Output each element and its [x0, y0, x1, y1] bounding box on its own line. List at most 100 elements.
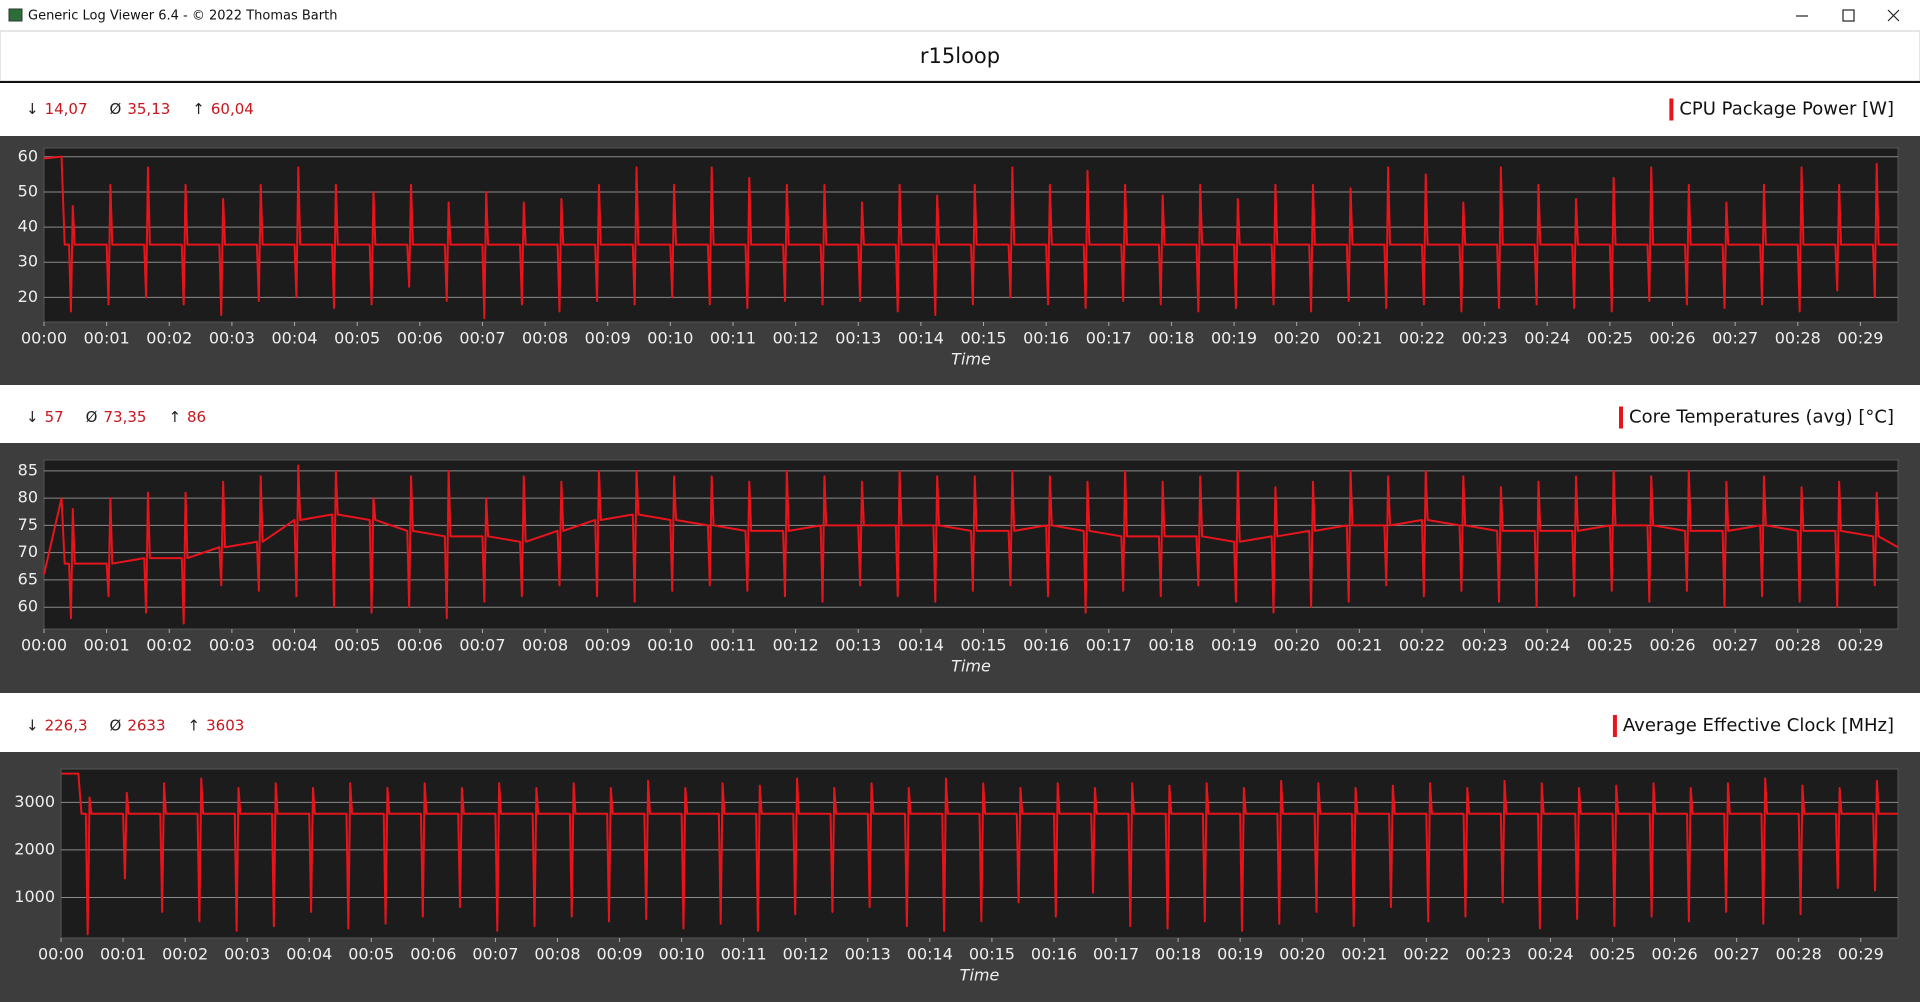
legend-swatch	[1612, 715, 1617, 737]
x-tick-label: 00:16	[1023, 636, 1069, 655]
x-tick-label: 00:06	[397, 636, 443, 655]
x-tick-label: 00:03	[224, 945, 270, 964]
legend-label: Core Temperatures (avg) [°C]	[1629, 407, 1894, 428]
x-tick-label: 00:25	[1589, 945, 1635, 964]
x-tick-label: 00:26	[1649, 636, 1695, 655]
x-tick-label: 00:19	[1211, 329, 1257, 348]
stat-symbol: ↑	[188, 717, 201, 735]
series-line	[43, 464, 1899, 625]
x-tick-label: 00:22	[1399, 329, 1445, 348]
x-tick-label: 00:24	[1524, 636, 1570, 655]
x-tick-label: 00:27	[1712, 329, 1758, 348]
x-tick-label: 00:09	[585, 329, 631, 348]
x-tick-label: 00:04	[271, 329, 317, 348]
stat-symbol: Ø	[110, 717, 122, 735]
x-tick-label: 00:05	[334, 329, 380, 348]
y-tick-label: 80	[18, 488, 38, 507]
x-tick-label: 00:07	[459, 636, 505, 655]
y-tick-label: 20	[18, 287, 38, 306]
x-tick-label: 00:12	[783, 945, 829, 964]
stat-symbol: ↓	[26, 408, 39, 426]
x-tick-label: 00:27	[1714, 945, 1760, 964]
x-tick-label: 00:12	[773, 636, 819, 655]
app-icon	[8, 8, 23, 22]
stat-min: 57	[45, 408, 64, 426]
x-tick-label: 00:29	[1837, 329, 1883, 348]
stat-min: 226,3	[45, 717, 88, 735]
stat-symbol: Ø	[110, 100, 122, 118]
header-rule	[0, 81, 1920, 83]
x-tick-label: 00:11	[721, 945, 767, 964]
x-tick-label: 00:23	[1462, 329, 1508, 348]
x-tick-label: 00:28	[1776, 945, 1822, 964]
x-tick-label: 00:25	[1587, 636, 1633, 655]
x-tick-label: 00:17	[1086, 636, 1132, 655]
x-tick-label: 00:17	[1093, 945, 1139, 964]
x-tick-label: 00:14	[907, 945, 953, 964]
maximize-button[interactable]	[1842, 9, 1855, 22]
x-tick-label: 00:18	[1155, 945, 1201, 964]
y-tick-label: 30	[18, 252, 38, 271]
x-tick-label: 00:07	[472, 945, 518, 964]
x-tick-label: 00:01	[84, 329, 130, 348]
stat-symbol: Ø	[86, 408, 98, 426]
y-tick-label: 85	[18, 460, 38, 479]
x-tick-label: 00:00	[21, 636, 67, 655]
x-tick-label: 00:04	[286, 945, 332, 964]
x-tick-label: 00:09	[596, 945, 642, 964]
x-tick-label: 00:21	[1341, 945, 1387, 964]
x-tick-label: 00:13	[835, 329, 881, 348]
x-tick-label: 00:25	[1587, 329, 1633, 348]
x-tick-label: 00:11	[710, 636, 756, 655]
x-tick-label: 00:27	[1712, 636, 1758, 655]
x-tick-label: 00:09	[585, 636, 631, 655]
stat-symbol: ↑	[168, 408, 181, 426]
stats-bar	[0, 83, 1920, 136]
stat-min: 14,07	[45, 100, 88, 118]
x-tick-label: 00:08	[522, 329, 568, 348]
x-tick-label: 00:03	[209, 329, 255, 348]
x-tick-label: 00:02	[146, 329, 192, 348]
x-tick-label: 00:06	[410, 945, 456, 964]
x-tick-label: 00:10	[647, 329, 693, 348]
series-line	[61, 772, 1898, 936]
header	[0, 30, 1920, 82]
stat-symbol: ↑	[192, 100, 205, 118]
x-tick-label: 00:11	[710, 329, 756, 348]
legend-swatch	[1619, 406, 1623, 429]
y-tick-label: 40	[18, 217, 38, 236]
x-tick-label: 00:18	[1148, 636, 1194, 655]
x-tick-label: 00:10	[647, 636, 693, 655]
x-axis-label: Time	[951, 350, 991, 369]
legend-label: CPU Package Power [W]	[1679, 99, 1894, 120]
x-tick-label: 00:17	[1086, 329, 1132, 348]
x-tick-label: 00:01	[100, 945, 146, 964]
x-tick-label: 00:16	[1031, 945, 1077, 964]
x-tick-label: 00:10	[659, 945, 705, 964]
stat-avg: 2633	[127, 717, 165, 735]
stat-avg: 35,13	[127, 100, 170, 118]
x-axis-label: Time	[960, 966, 1000, 985]
stat-symbol: ↓	[26, 100, 39, 118]
x-tick-label: 00:01	[84, 636, 130, 655]
close-button[interactable]	[1887, 9, 1900, 22]
title-bar	[0, 0, 1920, 31]
x-tick-label: 00:07	[459, 329, 505, 348]
x-tick-label: 00:28	[1775, 636, 1821, 655]
x-tick-label: 00:15	[960, 636, 1006, 655]
x-tick-label: 00:16	[1023, 329, 1069, 348]
series-line	[43, 155, 1898, 320]
x-tick-label: 00:13	[845, 945, 891, 964]
stat-symbol: ↓	[26, 717, 39, 735]
plot-area	[43, 147, 1899, 323]
x-tick-label: 00:23	[1465, 945, 1511, 964]
stat-max: 86	[187, 408, 206, 426]
x-tick-label: 00:02	[162, 945, 208, 964]
x-tick-label: 00:08	[522, 636, 568, 655]
y-tick-label: 75	[18, 515, 38, 534]
window-title: Generic Log Viewer 6.4 - © 2022 Thomas B…	[28, 9, 337, 24]
stat-max: 3603	[206, 717, 244, 735]
x-tick-label: 00:29	[1838, 945, 1884, 964]
x-tick-label: 00:04	[271, 636, 317, 655]
x-tick-label: 00:14	[898, 329, 944, 348]
